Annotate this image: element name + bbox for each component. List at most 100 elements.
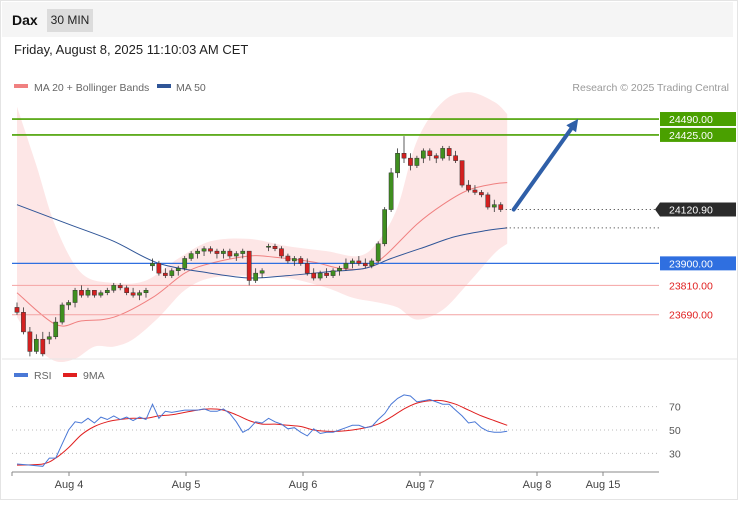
candle	[34, 334, 39, 354]
candle	[356, 256, 362, 266]
candle	[343, 258, 349, 271]
candle-body	[27, 331, 33, 352]
candle	[485, 192, 491, 210]
legend-label-ma50: MA 50	[176, 82, 206, 94]
candle-body	[98, 292, 104, 296]
candle-body	[285, 255, 291, 262]
candle-body	[498, 204, 504, 210]
candle	[382, 207, 387, 247]
candle-body	[85, 290, 91, 296]
candle-body	[272, 245, 278, 249]
interval-button[interactable]: 30 MIN	[47, 9, 93, 32]
candle-body	[491, 204, 497, 208]
x-tick-label: Aug 4	[55, 479, 84, 491]
candle-body	[369, 260, 375, 267]
x-tick-label: Aug 8	[523, 479, 552, 491]
candle	[311, 268, 317, 281]
last-price-tag	[655, 202, 736, 217]
candle-body	[72, 290, 78, 303]
candle-body	[175, 268, 181, 271]
candle-body	[246, 250, 252, 281]
candle-body	[453, 155, 458, 161]
candle	[143, 287, 149, 298]
candle-body	[298, 258, 304, 264]
level-label-support: 23810.00	[669, 280, 713, 292]
candle	[421, 148, 426, 164]
candle	[79, 285, 84, 298]
legend-label-rsi: RSI	[34, 370, 52, 382]
candle	[227, 248, 233, 259]
candle-body	[337, 268, 342, 271]
candle-body	[479, 192, 484, 196]
candle-body	[362, 263, 368, 267]
candle	[446, 145, 452, 161]
candle-body	[59, 304, 65, 323]
timestamp: Friday, August 8, 2025 11:10:03 AM CET	[14, 42, 249, 57]
level-label-resistance: 24425.00	[669, 130, 713, 142]
candle	[408, 153, 413, 171]
legend-swatch-ma50	[157, 84, 171, 88]
candle	[27, 326, 33, 357]
level-box-pivot	[660, 256, 736, 271]
candle	[246, 250, 252, 286]
candle	[175, 265, 181, 276]
candle	[98, 290, 104, 298]
candle-body	[304, 263, 310, 274]
candle	[240, 248, 246, 259]
candle	[188, 251, 194, 261]
candle	[317, 270, 323, 281]
candle	[14, 302, 20, 315]
candle-body	[311, 272, 317, 279]
candle	[124, 285, 130, 296]
candle	[201, 246, 207, 257]
candle-body	[124, 287, 130, 293]
rsi-lines	[16, 394, 508, 467]
candle	[472, 185, 478, 195]
candle-body	[350, 260, 355, 264]
candle-body	[427, 150, 433, 156]
candle	[459, 160, 465, 188]
x-tick-label: Aug 15	[586, 479, 621, 491]
candle-body	[421, 150, 426, 159]
candle-body	[150, 263, 155, 267]
candle-body	[214, 250, 220, 254]
candle-body	[21, 312, 26, 333]
candle	[130, 287, 136, 298]
x-axis: Aug 4 Aug 5 Aug 6 Aug 7 Aug 8 Aug 15	[11, 471, 659, 491]
price-chart[interactable]: MA 20 + Bollinger Bands MA 50 Research ©…	[1, 59, 737, 529]
candle	[221, 248, 226, 259]
price-levels: 24490.00 24425.00 23900.00 23810.00 23690.00…	[12, 112, 736, 322]
candle-body	[388, 172, 394, 210]
legend-swatch-ma20	[14, 84, 28, 88]
candle	[279, 246, 284, 259]
arrow-shaft	[511, 126, 574, 212]
candle	[253, 268, 259, 283]
candle	[440, 145, 446, 161]
candle	[337, 265, 342, 276]
candle-body	[130, 292, 136, 296]
candle-body	[408, 157, 413, 166]
last-price-label: 24120.90	[669, 205, 713, 217]
candle-body	[330, 270, 336, 276]
candle	[195, 248, 200, 259]
candle-body	[221, 250, 226, 254]
candle-body	[163, 272, 168, 276]
candle-body	[117, 285, 123, 289]
candle	[330, 268, 336, 279]
candle-body	[104, 290, 110, 293]
candle-body	[182, 258, 188, 269]
candle	[298, 256, 304, 266]
candle	[266, 243, 271, 252]
level-label-resistance: 24490.00	[669, 114, 713, 126]
candle-body	[401, 153, 407, 159]
arrow-head	[566, 119, 579, 133]
level-box-resistance	[660, 127, 736, 142]
x-tick-label: Aug 7	[406, 479, 435, 491]
candle	[362, 258, 368, 269]
legend-label-ma20: MA 20 + Bollinger Bands	[34, 82, 149, 94]
rsi-line	[16, 394, 508, 467]
level-label-support: 23690.00	[669, 310, 713, 322]
candle-body	[375, 243, 381, 262]
level-box-resistance	[660, 112, 736, 127]
candle-body	[34, 338, 39, 352]
